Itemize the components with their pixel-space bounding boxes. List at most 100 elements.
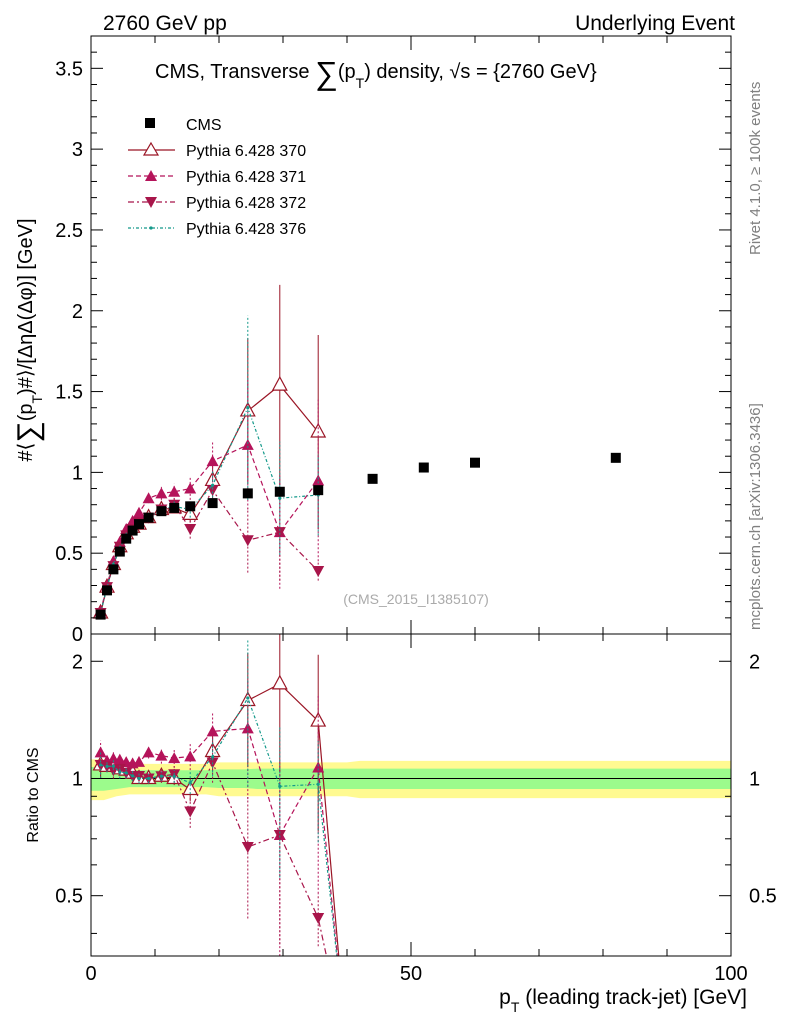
ratio-point-s376 bbox=[159, 774, 163, 778]
title-p: (p bbox=[338, 61, 356, 83]
ratio-point-s371 bbox=[312, 761, 325, 773]
ratio-point-s371 bbox=[241, 722, 254, 734]
title-sub: T bbox=[356, 75, 365, 91]
data-point-cms bbox=[313, 485, 324, 496]
ratio-point-s372 bbox=[312, 912, 325, 924]
ratio-ylabel: Ratio to CMS bbox=[25, 747, 42, 842]
point-s376 bbox=[211, 483, 215, 487]
data-point-cms bbox=[367, 473, 378, 484]
y-tick-label: 1.5 bbox=[55, 382, 83, 404]
data-point-cms bbox=[95, 609, 106, 620]
legend-marker-376 bbox=[149, 226, 153, 230]
ratio-point-s376 bbox=[188, 781, 192, 785]
point-s372 bbox=[241, 535, 254, 547]
point-s371 bbox=[155, 487, 168, 499]
ratio-point-s371 bbox=[94, 746, 107, 758]
legend-label-376: Pythia 6.428 376 bbox=[186, 221, 306, 238]
main-ylabel: #⟨∑(pT)#⟩/[ΔηΔ(Δφ)] [GeV] bbox=[12, 218, 45, 461]
legend-label-cms: CMS bbox=[186, 117, 222, 134]
y-tick-label: 0 bbox=[72, 624, 83, 646]
data-point-cms bbox=[610, 452, 621, 463]
point-s372 bbox=[273, 527, 286, 539]
ratio-point-s376 bbox=[211, 755, 215, 759]
point-s371 bbox=[312, 474, 325, 486]
point-s376 bbox=[278, 496, 282, 500]
ratio-tick-label-right: 1 bbox=[749, 768, 760, 790]
data-point-cms bbox=[134, 519, 144, 530]
ratio-point-s376 bbox=[316, 782, 320, 786]
title-sum: ∑ bbox=[315, 55, 338, 91]
data-point-cms bbox=[121, 533, 132, 544]
legend-marker-370 bbox=[142, 141, 160, 156]
ratio-point-s371 bbox=[133, 755, 145, 767]
data-point-cms bbox=[470, 457, 480, 468]
main-plot: 0 0.5 1 1.5 2 2.5 3 3.5 CMS, Transverse ∑(pT) d… bbox=[55, 35, 732, 646]
ratio-tick-label-right: 2 bbox=[749, 651, 760, 673]
ratio-point-s376 bbox=[124, 771, 128, 775]
data-point-cms bbox=[102, 585, 112, 596]
rivet-label: Rivet 4.1.0, ≥ 100k events bbox=[747, 82, 764, 255]
x-axis-label: pT (leading track-jet) [GeV] bbox=[499, 986, 747, 1015]
point-s371 bbox=[142, 492, 155, 504]
x-tick-label: 0 bbox=[85, 963, 96, 985]
ratio-point-s376 bbox=[278, 784, 282, 788]
ratio-line-s370 bbox=[100, 683, 340, 956]
y-tick-label: 1 bbox=[72, 462, 83, 484]
ratio-point-s376 bbox=[99, 763, 103, 767]
ratio-point-s371 bbox=[113, 753, 126, 765]
ratio-point-s372 bbox=[184, 806, 197, 818]
analysis-watermark: (CMS_2015_I1385107) bbox=[343, 591, 489, 607]
x-tick-label: 100 bbox=[714, 963, 747, 985]
ratio-tick-label-left: 2 bbox=[72, 651, 83, 673]
data-point-cms bbox=[143, 512, 154, 523]
ratio-point-s376 bbox=[246, 696, 250, 700]
legend-label-370: Pythia 6.428 370 bbox=[186, 143, 306, 160]
ylabel-part-3: T bbox=[29, 394, 45, 403]
data-point-cms bbox=[418, 462, 429, 473]
ratio-point-s371 bbox=[168, 752, 181, 764]
ratio-point-s371 bbox=[206, 725, 219, 737]
x-tick-label: 50 bbox=[400, 963, 422, 985]
plot-title: CMS, Transverse ∑(pT) density, √s = {276… bbox=[155, 55, 597, 91]
xlabel-sub: T bbox=[511, 999, 520, 1015]
title-suffix: ) density, √s = {2760 GeV} bbox=[364, 61, 597, 83]
mcplots-label: mcplots.cern.ch [arXiv:1306.3436] bbox=[747, 403, 764, 630]
point-s371 bbox=[184, 482, 197, 494]
data-point-cms bbox=[242, 488, 253, 499]
y-tick-label: 0.5 bbox=[55, 543, 83, 565]
point-s376 bbox=[246, 406, 250, 410]
point-s372 bbox=[312, 565, 325, 577]
ratio-point-s371 bbox=[184, 750, 197, 762]
data-point-cms bbox=[185, 501, 196, 512]
data-point-cms bbox=[274, 486, 285, 497]
ratio-line-s372 bbox=[100, 761, 328, 956]
data-point-cms bbox=[169, 502, 180, 513]
xlabel-p: p bbox=[499, 986, 511, 1009]
ylabel-part-2: (p bbox=[15, 403, 37, 421]
point-s371 bbox=[206, 455, 219, 467]
ratio-point-s372 bbox=[241, 842, 254, 854]
header-left: 2760 GeV pp bbox=[103, 12, 227, 35]
ratio-point-s372 bbox=[133, 771, 145, 783]
ratio-point-s376 bbox=[172, 774, 176, 778]
ratio-line-s376 bbox=[100, 696, 338, 956]
ratio-tick-label-left: 1 bbox=[72, 768, 83, 790]
data-point-cms bbox=[114, 546, 125, 557]
ratio-point-s376 bbox=[131, 774, 135, 778]
ratio-point-s376 bbox=[105, 764, 109, 768]
series-line-s376 bbox=[100, 406, 319, 614]
data-point-cms bbox=[156, 506, 167, 517]
ylabel-part-1: ∑ bbox=[12, 421, 45, 442]
point-s371 bbox=[168, 485, 181, 497]
legend: CMS Pythia 6.428 370 Pythia 6.428 371 Py… bbox=[128, 117, 306, 238]
point-s371 bbox=[241, 438, 254, 450]
series-line-s372 bbox=[100, 489, 319, 614]
data-point-cms bbox=[127, 525, 138, 536]
legend-marker-cms bbox=[145, 118, 155, 128]
y-tick-label: 3 bbox=[72, 139, 83, 161]
legend-marker-371 bbox=[145, 170, 157, 181]
ratio-point-s371 bbox=[142, 746, 155, 758]
point-s372 bbox=[184, 523, 197, 535]
point-s371 bbox=[133, 506, 145, 518]
